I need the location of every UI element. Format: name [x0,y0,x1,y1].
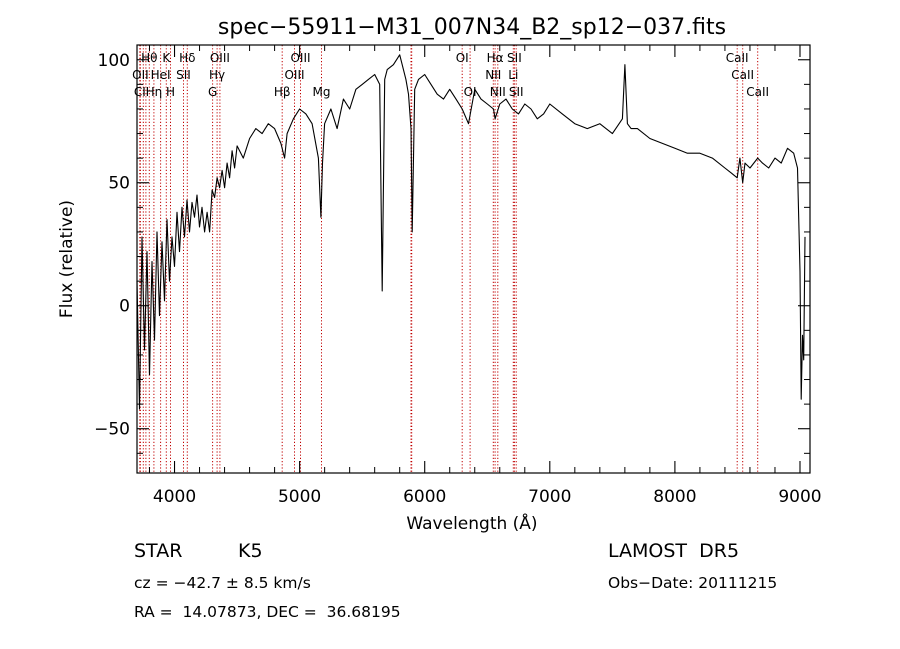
series-line [136,54,806,410]
line-marker-label: HeI [151,68,171,82]
line-marker-label: OII [132,68,149,82]
line-marker-label: NII [490,85,506,99]
line-marker-label: Mg [313,85,331,99]
line-marker-label: Hα [487,51,504,65]
line-marker-label: Hη [146,85,163,99]
coordinates: RA = 14.07873, DEC = 36.68195 [134,603,401,621]
line-marker-label: OIII [210,51,230,65]
line-marker-label: G [208,85,217,99]
line-marker-label: Hδ [179,51,195,65]
line-marker-label: CaII [731,68,754,82]
line-marker-label: NII [485,68,501,82]
x-axis-label: Wavelength (Å) [406,512,537,534]
y-tick-label: 100 [98,51,130,71]
line-marker-label: CaII [726,51,749,65]
line-marker-label: OIII [290,51,310,65]
line-marker-label: K [162,51,171,65]
x-tick-label: 6000 [403,487,446,507]
x-tick-label: 9000 [778,487,821,507]
axis-ticks: 4000 5000 6000 7000 8000 9000 −50 0 50 100 [94,45,822,507]
object-class: STAR [134,540,183,562]
observation-date: Obs−Date: 20111215 [608,574,778,592]
x-tick-label: 8000 [653,487,696,507]
chart-title: spec−55911−M31_007N34_B2_sp12−037.fits [218,15,726,40]
x-tick-label: 5000 [278,487,321,507]
x-tick-label: 7000 [528,487,571,507]
line-marker-label: Hθ [141,51,157,65]
x-tick-label: 4000 [153,487,196,507]
redshift-velocity: cz = −42.7 ± 8.5 km/s [134,574,311,592]
line-marker-label: CaII [746,85,769,99]
line-marker-label: Hγ [209,68,225,82]
y-tick-label: −50 [94,420,130,440]
y-tick-label: 0 [119,297,130,317]
plot-frame [136,44,811,474]
line-marker-label: Li [508,68,518,82]
line-marker-label: SII [509,85,524,99]
line-marker-label: CI [134,85,146,99]
line-marker-label: Hβ [274,85,291,99]
line-marker-label: SII [507,51,522,65]
object-subclass: K5 [238,540,263,562]
y-tick-label: 50 [108,174,130,194]
survey-name: LAMOST DR5 [608,540,740,562]
line-marker-label: OI [456,51,469,65]
y-axis-label: Flux (relative) [57,200,77,318]
line-marker-label: H [166,85,175,99]
line-marker-label: OIII [284,68,304,82]
line-marker-label: SII [176,68,191,82]
